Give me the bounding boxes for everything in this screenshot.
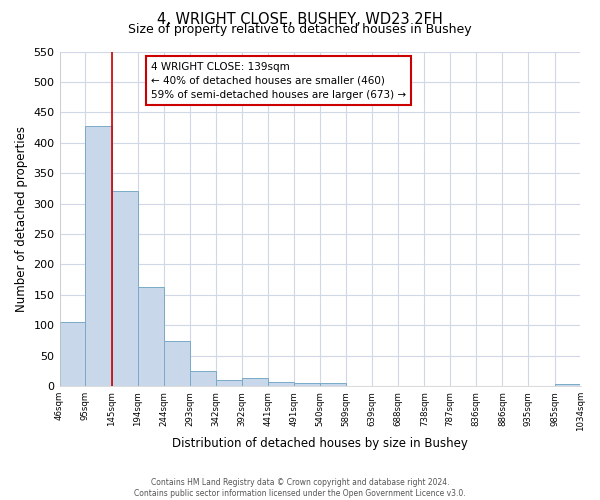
Bar — [268, 382, 294, 386]
Bar — [59, 322, 85, 386]
Bar — [164, 340, 190, 386]
Y-axis label: Number of detached properties: Number of detached properties — [15, 126, 28, 312]
Text: Size of property relative to detached houses in Bushey: Size of property relative to detached ho… — [128, 22, 472, 36]
Text: 4, WRIGHT CLOSE, BUSHEY, WD23 2FH: 4, WRIGHT CLOSE, BUSHEY, WD23 2FH — [157, 12, 443, 28]
Bar — [137, 287, 164, 386]
Text: 4 WRIGHT CLOSE: 139sqm
← 40% of detached houses are smaller (460)
59% of semi-de: 4 WRIGHT CLOSE: 139sqm ← 40% of detached… — [151, 62, 406, 100]
Bar — [242, 378, 268, 386]
Bar — [85, 126, 112, 386]
Bar — [294, 383, 320, 386]
Text: Contains HM Land Registry data © Crown copyright and database right 2024.
Contai: Contains HM Land Registry data © Crown c… — [134, 478, 466, 498]
Bar — [112, 191, 137, 386]
Bar — [320, 383, 346, 386]
Bar — [190, 371, 215, 386]
X-axis label: Distribution of detached houses by size in Bushey: Distribution of detached houses by size … — [172, 437, 468, 450]
Bar — [215, 380, 242, 386]
Bar — [554, 384, 581, 386]
